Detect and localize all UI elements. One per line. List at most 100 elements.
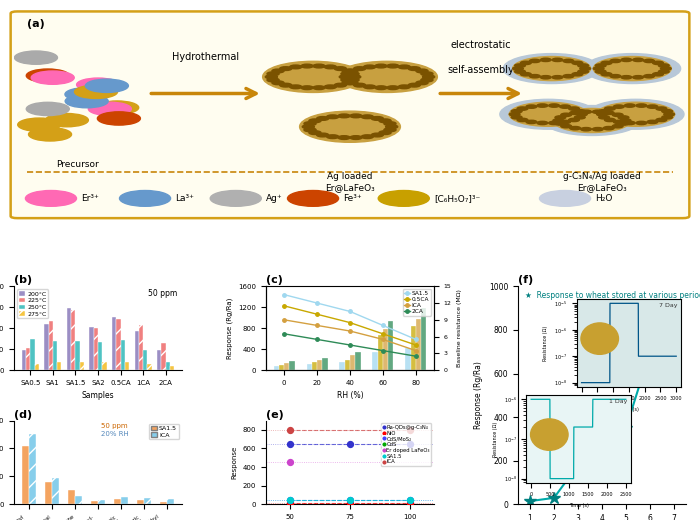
Circle shape (514, 64, 526, 67)
Point (405, 496, 416, 504)
2CA (280, 331, 288, 337)
Circle shape (280, 83, 292, 87)
Circle shape (408, 67, 420, 71)
Bar (57, 362, 62, 370)
Circle shape (300, 111, 400, 142)
Circle shape (387, 64, 399, 68)
Circle shape (555, 122, 566, 125)
Bar (416, 319, 421, 370)
Circle shape (652, 73, 664, 76)
Text: Er³⁺: Er³⁺ (81, 194, 99, 203)
Point (284, 496, 295, 504)
Circle shape (553, 119, 564, 122)
Bar (307, 364, 312, 370)
Circle shape (596, 102, 675, 126)
Circle shape (572, 73, 582, 76)
Circle shape (65, 88, 108, 101)
Circle shape (572, 61, 582, 64)
0.5CA (313, 311, 321, 317)
Bar (279, 365, 284, 370)
Circle shape (529, 59, 540, 62)
Circle shape (603, 126, 614, 130)
Circle shape (540, 58, 551, 61)
Circle shape (309, 131, 321, 135)
Text: ★  Response to wheat stored at various periods: ★ Response to wheat stored at various pe… (525, 291, 700, 300)
Text: (c): (c) (266, 276, 283, 285)
Circle shape (561, 124, 572, 128)
Circle shape (421, 72, 433, 76)
SA1.5 (313, 300, 321, 306)
Circle shape (375, 64, 387, 68)
Circle shape (561, 113, 572, 116)
Circle shape (553, 109, 631, 133)
Circle shape (633, 75, 643, 79)
Circle shape (379, 131, 391, 135)
Circle shape (304, 122, 316, 125)
Circle shape (301, 64, 313, 68)
Circle shape (27, 102, 69, 115)
Y-axis label: Response (Rg/Ra): Response (Rg/Ra) (475, 361, 483, 430)
Circle shape (324, 85, 337, 89)
Circle shape (338, 114, 350, 118)
Text: [C₆H₅O₇]³⁻: [C₆H₅O₇]³⁻ (434, 194, 480, 203)
Point (284, 439, 295, 448)
Circle shape (398, 85, 410, 89)
Text: La³⁺: La³⁺ (175, 194, 194, 203)
Circle shape (610, 59, 621, 62)
Bar (389, 321, 393, 370)
Circle shape (596, 113, 608, 116)
Circle shape (324, 65, 337, 69)
Circle shape (656, 118, 666, 122)
Circle shape (570, 111, 580, 114)
Bar (323, 358, 328, 370)
Point (344, 496, 356, 504)
Circle shape (529, 74, 540, 78)
Circle shape (290, 65, 302, 69)
Circle shape (598, 115, 610, 119)
Circle shape (313, 64, 325, 68)
Circle shape (543, 106, 640, 135)
Circle shape (581, 127, 592, 131)
ICA (313, 322, 321, 329)
Circle shape (526, 105, 537, 108)
Circle shape (280, 67, 292, 71)
Circle shape (421, 78, 433, 82)
Legend: 200°C, 225°C, 250°C, 275°C: 200°C, 225°C, 250°C, 275°C (17, 290, 48, 318)
Bar (45, 482, 52, 504)
Circle shape (309, 119, 321, 123)
Circle shape (500, 99, 596, 129)
Text: (a): (a) (27, 19, 46, 29)
Bar (411, 326, 416, 370)
Circle shape (568, 107, 580, 110)
Text: (e): (e) (266, 410, 284, 420)
Bar (90, 501, 98, 504)
Bar (421, 308, 426, 370)
Circle shape (272, 81, 284, 85)
Bar (139, 324, 143, 370)
Bar (340, 362, 344, 370)
Bar (136, 500, 144, 504)
Circle shape (612, 124, 623, 128)
Circle shape (552, 75, 563, 79)
Bar (98, 500, 106, 504)
Bar (112, 317, 116, 370)
Bar (26, 348, 30, 370)
Circle shape (552, 58, 563, 61)
Bar (158, 350, 162, 370)
Text: Hydrothermal: Hydrothermal (172, 52, 239, 62)
Circle shape (613, 120, 624, 124)
Circle shape (540, 75, 551, 79)
Circle shape (598, 110, 610, 113)
Circle shape (537, 121, 548, 125)
Circle shape (575, 115, 585, 119)
Circle shape (361, 115, 373, 119)
0.5CA (346, 319, 354, 326)
Circle shape (350, 136, 362, 139)
Circle shape (592, 110, 603, 113)
Text: Ag loaded
Er@LaFeO₃: Ag loaded Er@LaFeO₃ (325, 173, 375, 192)
Circle shape (510, 113, 520, 116)
Circle shape (521, 61, 531, 64)
Circle shape (65, 95, 108, 108)
Circle shape (350, 114, 362, 118)
Circle shape (96, 101, 139, 114)
